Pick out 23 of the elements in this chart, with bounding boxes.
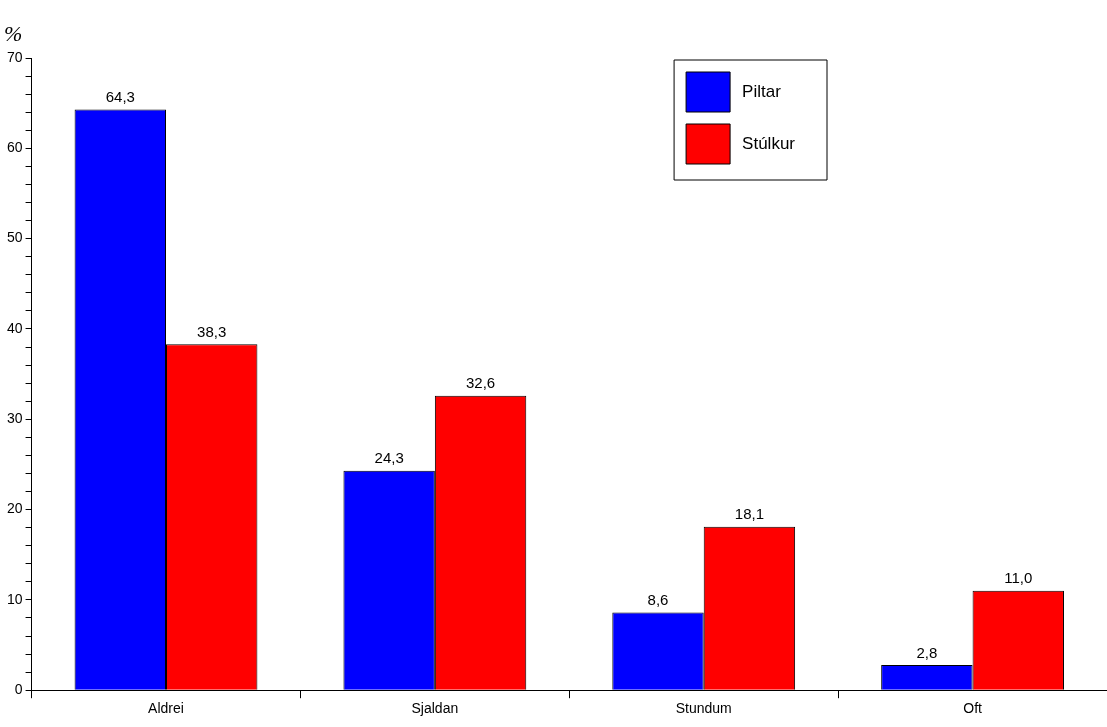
data-label: 18,1 — [734, 505, 765, 523]
y-tick-label: 70 — [6, 48, 23, 65]
y-tick-label: 60 — [6, 139, 23, 156]
y-tick-label: 20 — [6, 500, 23, 517]
legend-label: Stúlkur — [742, 133, 796, 153]
legend-label: Piltar — [742, 81, 782, 101]
x-tick-label: Aldrei — [148, 700, 184, 717]
y-tick-label: 40 — [6, 319, 23, 336]
x-tick-label: Oft — [963, 700, 983, 717]
data-label: 24,3 — [374, 449, 404, 467]
y-tick-label: 0 — [14, 681, 23, 698]
data-label: 8,6 — [647, 591, 669, 609]
y-tick-label: 30 — [6, 410, 23, 427]
y-axis-title: % — [4, 20, 23, 46]
data-label: 32,6 — [465, 374, 496, 392]
y-tick-label: 50 — [6, 229, 23, 246]
data-label: 64,3 — [105, 88, 135, 106]
x-tick-label: Sjaldan — [411, 700, 459, 717]
data-label: 11,0 — [1004, 569, 1033, 587]
y-tick-label: 10 — [6, 590, 23, 607]
x-tick-label: Stundum — [675, 700, 732, 717]
data-label: 2,8 — [916, 643, 938, 661]
data-label: 38,3 — [197, 322, 227, 340]
